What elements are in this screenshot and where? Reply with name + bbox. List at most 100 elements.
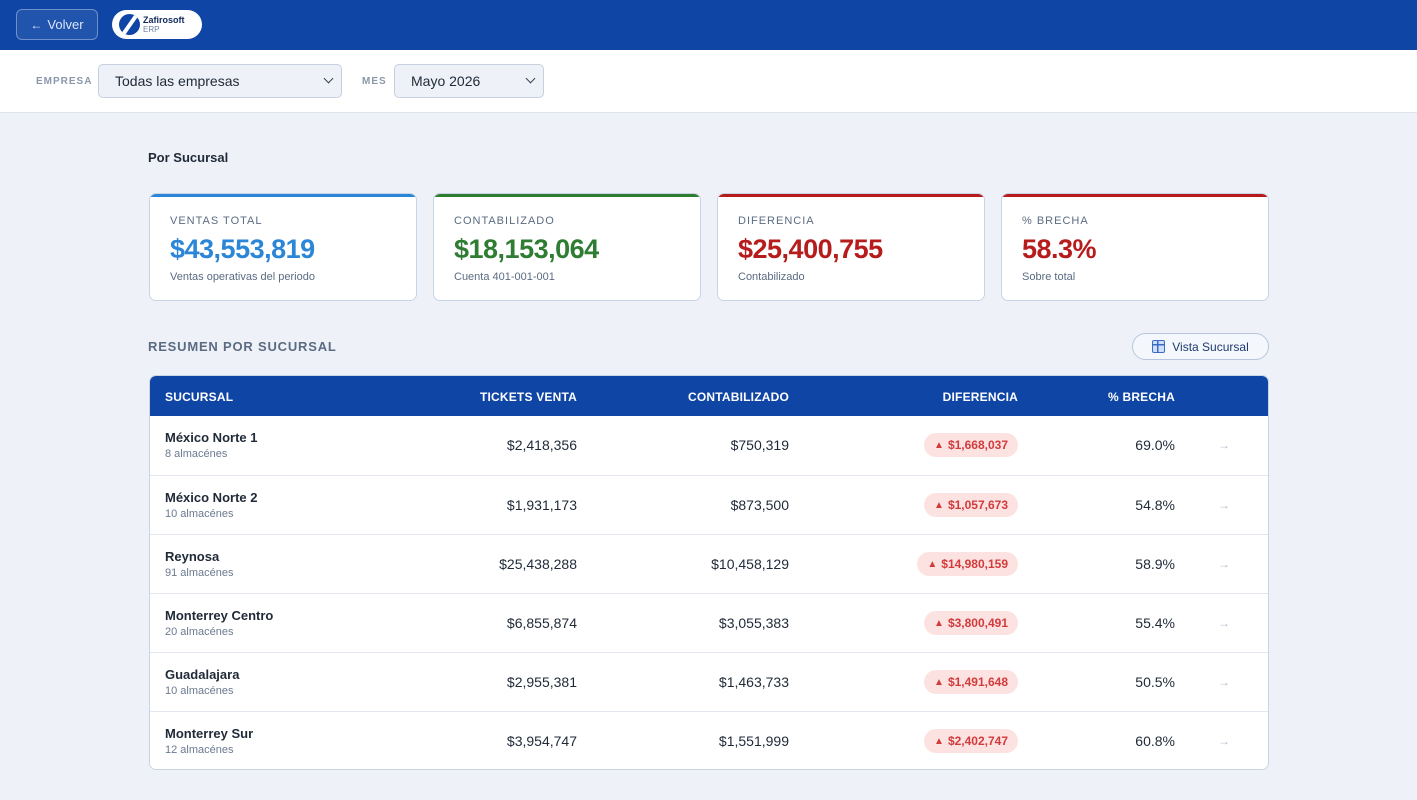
section-title: Por Sucursal <box>148 150 229 165</box>
sucursal-name: Monterrey Centro <box>165 608 274 623</box>
table-row[interactable]: México Norte 2 10 almacénes $1,931,173 $… <box>150 475 1268 534</box>
sucursal-name: Monterrey Sur <box>165 726 254 741</box>
table-row[interactable]: Reynosa 91 almacénes $25,438,288 $10,458… <box>150 534 1268 593</box>
column-header-brecha[interactable]: % BRECHA <box>1108 390 1175 404</box>
tickets-value: $25,438,288 <box>499 556 577 572</box>
tickets-value: $2,418,356 <box>506 437 577 453</box>
kpi-subtitle: Cuenta 401-001-001 <box>454 271 555 283</box>
vista-sucursal-label: Vista Sucursal <box>1172 339 1249 354</box>
card-accent <box>434 194 700 197</box>
empresa-select-value: Todas las empresas <box>115 73 240 89</box>
filter-bar: EMPRESA Todas las empresas MES Mayo 2026 <box>0 50 1417 113</box>
resumen-title: RESUMEN POR SUCURSAL <box>148 339 337 354</box>
kpi-value: $18,153,064 <box>454 234 599 264</box>
arrow-left-icon: ← <box>30 17 43 32</box>
triangle-up-icon: ▲ <box>934 735 944 747</box>
tickets-value: $3,954,747 <box>506 733 577 749</box>
kpi-card-ventas-total: VENTAS TOTAL $43,553,819 Ventas operativ… <box>149 193 417 301</box>
empresa-label: EMPRESA <box>36 76 93 87</box>
back-button-label: Volver <box>47 17 84 32</box>
sucursal-name: México Norte 2 <box>165 490 258 505</box>
kpi-card-contabilizado: CONTABILIZADO $18,153,064 Cuenta 401-001… <box>433 193 701 301</box>
table-row[interactable]: Guadalajara 10 almacénes $2,955,381 $1,4… <box>150 652 1268 711</box>
kpi-subtitle: Ventas operativas del periodo <box>170 271 315 283</box>
kpi-label: % BRECHA <box>1022 215 1089 227</box>
arrow-right-icon[interactable]: → <box>1218 734 1230 748</box>
kpi-subtitle: Contabilizado <box>738 271 805 283</box>
triangle-up-icon: ▲ <box>934 676 944 688</box>
arrow-right-icon[interactable]: → <box>1218 438 1230 452</box>
table-header: SUCURSAL TICKETS VENTA CONTABILIZADO DIF… <box>150 376 1268 416</box>
kpi-card-brecha: % BRECHA 58.3% Sobre total <box>1001 193 1269 301</box>
brecha-value: 69.0% <box>1135 437 1175 453</box>
contabilizado-value: $1,463,733 <box>718 674 789 690</box>
diferencia-badge: ▲ $1,057,673 <box>924 493 1018 517</box>
sucursal-name: Reynosa <box>165 549 220 564</box>
contabilizado-value: $3,055,383 <box>718 615 789 631</box>
kpi-value: $25,400,755 <box>738 234 883 264</box>
diferencia-value: $1,057,673 <box>947 498 1008 512</box>
back-button[interactable]: ← Volver <box>16 9 98 40</box>
sucursal-name: México Norte 1 <box>165 430 258 445</box>
chevron-down-icon <box>323 73 334 84</box>
card-accent <box>718 194 984 197</box>
diferencia-value: $2,402,747 <box>947 734 1008 748</box>
tickets-value: $2,955,381 <box>506 674 577 690</box>
diferencia-badge: ▲ $1,491,648 <box>924 670 1018 694</box>
mes-label: MES <box>362 76 387 87</box>
almacenes-count: 91 almacénes <box>165 567 234 579</box>
app-logo[interactable]: Zafirosoft ERP <box>112 10 202 39</box>
logo-mark-icon <box>119 14 140 35</box>
diferencia-value: $1,668,037 <box>947 438 1008 452</box>
contabilizado-value: $750,319 <box>730 437 789 453</box>
triangle-up-icon: ▲ <box>934 499 944 511</box>
arrow-right-icon[interactable]: → <box>1218 675 1230 689</box>
brecha-value: 60.8% <box>1135 733 1175 749</box>
tickets-value: $6,855,874 <box>506 615 577 631</box>
diferencia-badge: ▲ $1,668,037 <box>924 433 1018 457</box>
almacenes-count: 10 almacénes <box>165 508 234 520</box>
table-row[interactable]: Monterrey Centro 20 almacénes $6,855,874… <box>150 593 1268 652</box>
contabilizado-value: $1,551,999 <box>718 733 789 749</box>
kpi-value: 58.3% <box>1022 234 1097 264</box>
top-bar: ← Volver Zafirosoft ERP <box>0 0 1417 50</box>
diferencia-badge: ▲ $14,980,159 <box>917 552 1018 576</box>
kpi-value: $43,553,819 <box>170 234 315 264</box>
logo-subtitle: ERP <box>143 24 160 34</box>
contabilizado-value: $10,458,129 <box>711 556 789 572</box>
column-header-contabilizado[interactable]: CONTABILIZADO <box>687 390 789 404</box>
almacenes-count: 12 almacénes <box>165 744 234 756</box>
table-row[interactable]: México Norte 1 8 almacénes $2,418,356 $7… <box>150 416 1268 475</box>
brecha-value: 50.5% <box>1135 674 1175 690</box>
kpi-label: VENTAS TOTAL <box>170 215 263 227</box>
diferencia-value: $3,800,491 <box>947 616 1008 630</box>
table-icon <box>1152 340 1166 353</box>
arrow-right-icon[interactable]: → <box>1218 616 1230 630</box>
table-row[interactable]: Monterrey Sur 12 almacénes $3,954,747 $1… <box>150 711 1268 769</box>
column-header-diferencia[interactable]: DIFERENCIA <box>942 390 1018 404</box>
brecha-value: 55.4% <box>1135 615 1175 631</box>
mes-select[interactable]: Mayo 2026 <box>394 64 544 98</box>
triangle-up-icon: ▲ <box>934 617 944 629</box>
card-accent <box>1002 194 1268 197</box>
sucursal-name: Guadalajara <box>165 667 240 682</box>
almacenes-count: 10 almacénes <box>165 685 234 697</box>
tickets-value: $1,931,173 <box>506 497 577 513</box>
column-header-sucursal[interactable]: SUCURSAL <box>165 390 234 404</box>
logo-name: Zafirosoft <box>143 14 185 25</box>
kpi-subtitle: Sobre total <box>1022 271 1076 283</box>
arrow-right-icon[interactable]: → <box>1218 557 1230 571</box>
chevron-down-icon <box>525 73 536 84</box>
diferencia-value: $14,980,159 <box>941 557 1008 571</box>
sucursal-table: SUCURSAL TICKETS VENTA CONTABILIZADO DIF… <box>149 375 1269 770</box>
arrow-right-icon[interactable]: → <box>1218 498 1230 512</box>
vista-sucursal-button[interactable]: Vista Sucursal <box>1132 333 1269 360</box>
triangle-up-icon: ▲ <box>927 558 938 570</box>
diferencia-badge: ▲ $2,402,747 <box>924 729 1018 753</box>
diferencia-value: $1,491,648 <box>947 675 1008 689</box>
diferencia-badge: ▲ $3,800,491 <box>924 611 1018 635</box>
almacenes-count: 8 almacénes <box>165 448 228 460</box>
kpi-label: CONTABILIZADO <box>454 215 555 227</box>
column-header-tickets[interactable]: TICKETS VENTA <box>479 390 577 404</box>
empresa-select[interactable]: Todas las empresas <box>98 64 342 98</box>
